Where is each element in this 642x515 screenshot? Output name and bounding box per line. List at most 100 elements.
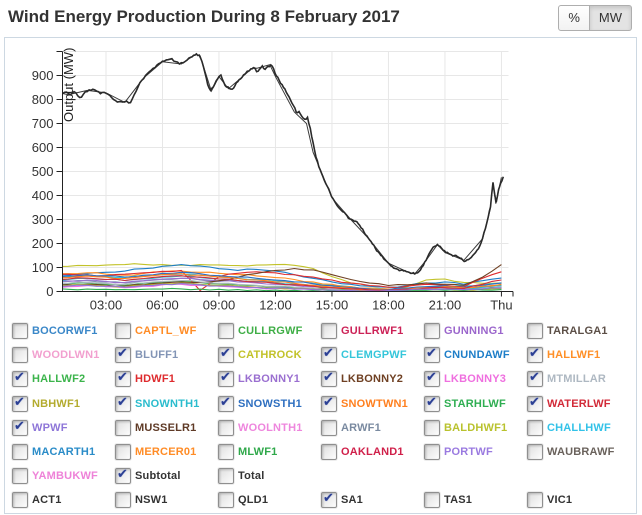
farm-checkbox-Total[interactable] <box>218 468 234 485</box>
farm-label-MACARTH1[interactable]: MACARTH1 <box>32 446 96 459</box>
farm-label-MTMILLAR[interactable]: MTMILLAR <box>547 373 607 386</box>
farm-checkbox-SNOWTWN1[interactable] <box>321 394 337 412</box>
farm-label-LKBONNY1[interactable]: LKBONNY1 <box>238 373 301 386</box>
farm-checkbox-CHALLHWF[interactable] <box>527 419 543 436</box>
farm-cell-BLUFF1: BLUFF1 <box>115 343 218 367</box>
farm-label-MUSSELR1[interactable]: MUSSELR1 <box>135 421 197 434</box>
farm-checkbox-GUNNING1[interactable] <box>424 323 440 340</box>
farm-cell-MTMILLAR: MTMILLAR <box>527 367 630 391</box>
farm-checkbox-SNOWNTH1[interactable] <box>115 394 131 412</box>
farm-checkbox-CATHROCK[interactable] <box>218 345 234 364</box>
farm-checkbox-SA1[interactable] <box>321 490 337 509</box>
farm-label-HALLWF2[interactable]: HALLWF2 <box>32 373 86 386</box>
farm-checkbox-CLEMGPWF[interactable] <box>321 345 337 364</box>
farm-checkbox-WAUBRAWF[interactable] <box>527 444 543 461</box>
farm-checkbox-CNUNDAWF[interactable] <box>424 345 440 364</box>
farm-checkbox-HALLWF1[interactable] <box>527 345 543 364</box>
farm-label-VIC1[interactable]: VIC1 <box>547 494 573 507</box>
farm-label-WPWF[interactable]: WPWF <box>32 421 68 434</box>
farm-checkbox-QLD1[interactable] <box>218 492 234 509</box>
farm-checkbox-Subtotal[interactable] <box>115 466 131 485</box>
farm-checkbox-PORTWF[interactable] <box>424 444 440 461</box>
x-tick-label-18:00: 18:00 <box>372 298 405 313</box>
farm-checkbox-MACARTH1[interactable] <box>12 444 28 461</box>
farm-label-LKBONNY2[interactable]: LKBONNY2 <box>341 373 404 386</box>
farm-label-Total[interactable]: Total <box>238 470 265 483</box>
farm-label-TARALGA1[interactable]: TARALGA1 <box>547 325 608 338</box>
farm-cell-WATERLWF: WATERLWF <box>527 392 630 416</box>
farm-checkbox-WPWF[interactable] <box>12 418 28 436</box>
farm-label-ACT1[interactable]: ACT1 <box>32 494 62 507</box>
farm-label-NBHWF1[interactable]: NBHWF1 <box>32 397 81 410</box>
farm-checkbox-MERCER01[interactable] <box>115 444 131 461</box>
farm-checkbox-TARALGA1[interactable] <box>527 323 543 340</box>
farm-label-GULLRWF1[interactable]: GULLRWF1 <box>341 325 404 338</box>
farm-checkbox-TAS1[interactable] <box>424 492 440 509</box>
farm-checkbox-WATERLWF[interactable] <box>527 394 543 412</box>
farm-checkbox-BOCORWF1[interactable] <box>12 323 28 340</box>
farm-cell-WOODLWN1: WOODLWN1 <box>12 343 115 367</box>
farm-checkbox-WOOLNTH1[interactable] <box>218 419 234 436</box>
farm-cell-MERCER01: MERCER01 <box>115 440 218 464</box>
farm-checkbox-LKBONNY3[interactable] <box>424 369 440 388</box>
farm-label-LKBONNY3[interactable]: LKBONNY3 <box>444 373 507 386</box>
farm-label-WAUBRAWF[interactable]: WAUBRAWF <box>547 446 615 459</box>
farm-checkbox-BLUFF1[interactable] <box>115 345 131 364</box>
farm-label-YAMBUKWF[interactable]: YAMBUKWF <box>32 470 98 483</box>
farm-label-BLUFF1[interactable]: BLUFF1 <box>135 349 179 362</box>
farm-checkbox-CULLRGWF[interactable] <box>218 323 234 340</box>
farm-label-CNUNDAWF[interactable]: CNUNDAWF <box>444 349 510 362</box>
farm-label-WOOLNTH1[interactable]: WOOLNTH1 <box>238 421 303 434</box>
farm-label-CULLRGWF[interactable]: CULLRGWF <box>238 325 303 338</box>
farm-checkbox-CAPTL_WF[interactable] <box>115 323 131 340</box>
farm-label-PORTWF[interactable]: PORTWF <box>444 446 493 459</box>
farm-label-HALLWF1[interactable]: HALLWF1 <box>547 349 601 362</box>
farm-label-CATHROCK[interactable]: CATHROCK <box>238 349 302 362</box>
mw-button[interactable]: MW <box>589 5 632 31</box>
farm-checkbox-OAKLAND1[interactable] <box>321 444 337 461</box>
farm-label-SNOWNTH1[interactable]: SNOWNTH1 <box>135 397 200 410</box>
farm-checkbox-NSW1[interactable] <box>115 492 131 509</box>
farm-checkbox-NBHWF1[interactable] <box>12 394 28 412</box>
farm-label-ARWF1[interactable]: ARWF1 <box>341 421 381 434</box>
farm-label-WATERLWF[interactable]: WATERLWF <box>547 397 611 410</box>
farm-label-MERCER01[interactable]: MERCER01 <box>135 446 197 459</box>
farm-label-QLD1[interactable]: QLD1 <box>238 494 269 507</box>
farm-label-SNOWTWN1[interactable]: SNOWTWN1 <box>341 397 408 410</box>
farm-checkbox-ARWF1[interactable] <box>321 419 337 436</box>
farm-checkbox-MTMILLAR[interactable] <box>527 369 543 388</box>
percent-button[interactable]: % <box>558 5 590 31</box>
farm-checkbox-STARHLWF[interactable] <box>424 394 440 412</box>
farm-checkbox-MLWF1[interactable] <box>218 444 234 461</box>
farm-checkbox-LKBONNY2[interactable] <box>321 369 337 388</box>
farm-label-SA1[interactable]: SA1 <box>341 494 363 507</box>
farm-label-BALDHWF1[interactable]: BALDHWF1 <box>444 421 508 434</box>
farm-checkbox-LKBONNY1[interactable] <box>218 369 234 388</box>
farm-label-Subtotal[interactable]: Subtotal <box>135 470 181 483</box>
farm-label-CAPTL_WF[interactable]: CAPTL_WF <box>135 325 197 338</box>
farm-label-WOODLWN1[interactable]: WOODLWN1 <box>32 349 100 362</box>
farm-label-TAS1[interactable]: TAS1 <box>444 494 473 507</box>
farm-label-OAKLAND1[interactable]: OAKLAND1 <box>341 446 404 459</box>
farm-checkbox-BALDHWF1[interactable] <box>424 419 440 436</box>
y-axis-title: Output (MW) <box>61 48 76 122</box>
farm-label-STARHLWF[interactable]: STARHLWF <box>444 397 506 410</box>
farm-checkbox-ACT1[interactable] <box>12 492 28 509</box>
farm-label-BOCORWF1[interactable]: BOCORWF1 <box>32 325 98 338</box>
farm-label-MLWF1[interactable]: MLWF1 <box>238 446 278 459</box>
farm-checkbox-VIC1[interactable] <box>527 492 543 509</box>
farm-label-SNOWSTH1[interactable]: SNOWSTH1 <box>238 397 302 410</box>
farm-label-GUNNING1[interactable]: GUNNING1 <box>444 325 504 338</box>
farm-label-NSW1[interactable]: NSW1 <box>135 494 168 507</box>
x-tick-label-21:00: 21:00 <box>429 298 462 313</box>
farm-checkbox-YAMBUKWF[interactable] <box>12 468 28 485</box>
farm-checkbox-MUSSELR1[interactable] <box>115 419 131 436</box>
farm-checkbox-HDWF1[interactable] <box>115 369 131 388</box>
farm-label-HDWF1[interactable]: HDWF1 <box>135 373 176 386</box>
farm-checkbox-HALLWF2[interactable] <box>12 369 28 388</box>
farm-label-CLEMGPWF[interactable]: CLEMGPWF <box>341 349 407 362</box>
farm-checkbox-SNOWSTH1[interactable] <box>218 394 234 412</box>
farm-checkbox-GULLRWF1[interactable] <box>321 323 337 340</box>
farm-checkbox-WOODLWN1[interactable] <box>12 347 28 364</box>
farm-label-CHALLHWF[interactable]: CHALLHWF <box>547 421 611 434</box>
